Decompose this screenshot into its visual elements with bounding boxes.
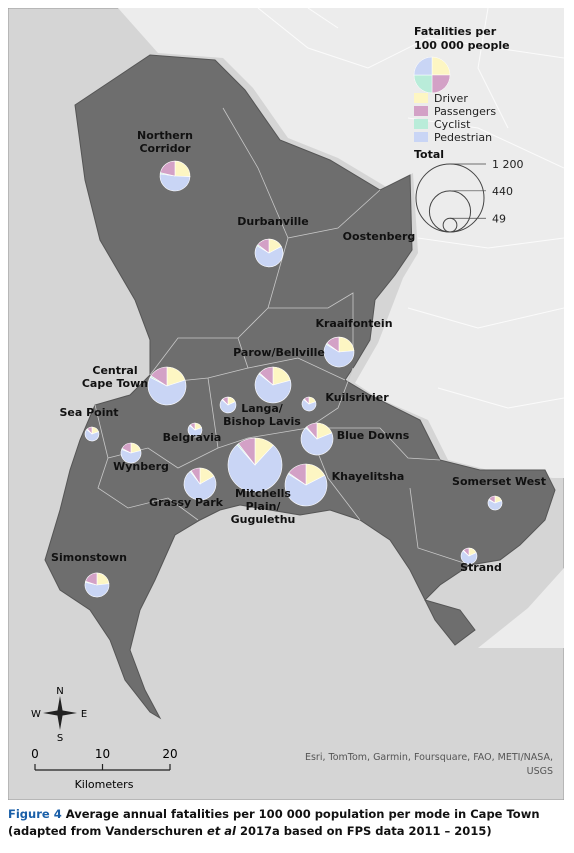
total-title: Total [414, 148, 444, 161]
region-label: Grassy Park [149, 496, 224, 509]
region-label: Gugulethu [231, 513, 296, 526]
region-label: Wynberg [113, 460, 169, 473]
region-label: Corridor [139, 142, 191, 155]
compass-e: E [81, 709, 87, 720]
pie-slice [121, 442, 132, 454]
compass: N S W E [31, 686, 87, 744]
pie-slice [183, 470, 217, 501]
region-label: Langa/ [241, 402, 284, 415]
pies [84, 160, 503, 598]
attribution: Esri, TomTom, Garmin, Foursquare, FAO, M… [305, 752, 553, 763]
legend-label: Driver [434, 92, 468, 105]
pie-slice [488, 495, 496, 504]
pie-slice [237, 437, 256, 466]
region-label: Somerset West [452, 475, 546, 488]
scale-bar: Kilometers 0 10 20 [31, 747, 177, 791]
pie-slice [120, 449, 142, 464]
pie-slice [326, 336, 340, 353]
region-label: Belgravia [163, 431, 222, 444]
region-label: Sea Point [59, 406, 118, 419]
legend-swatch [414, 119, 428, 129]
legend-label: Passengers [434, 105, 496, 118]
boundaries [94, 107, 471, 566]
pie-slice [301, 399, 317, 412]
scale-label: 10 [95, 747, 110, 761]
land [118, 8, 564, 478]
region-label: Oostenberg [343, 230, 416, 243]
legend-swatch [414, 93, 428, 103]
region-label: Cape Town [82, 377, 148, 390]
legend: Fatalities per 100 000 people Total Driv… [413, 25, 524, 233]
legend-swatch [414, 106, 428, 116]
region-label: Bishop Lavis [223, 415, 301, 428]
pie-slice [160, 160, 176, 177]
pie-slice [86, 426, 93, 435]
caption-text: Average annual fatalities per 100 000 po… [8, 807, 540, 838]
legend-label: Cyclist [434, 118, 471, 131]
scale-unit: Kilometers [75, 778, 134, 791]
region-label: Simonstown [51, 551, 127, 564]
scale-label: 0 [31, 747, 39, 761]
region-label: Kraaifontein [315, 317, 392, 330]
pie-slice [300, 427, 334, 456]
pie-slice [460, 550, 478, 565]
pie-slice [257, 238, 270, 254]
pie-slice [463, 547, 470, 557]
region-label: Parow/Bellville [233, 346, 325, 359]
pie-slice [222, 396, 229, 406]
pie-slice [303, 396, 310, 405]
scale-label: 20 [162, 747, 177, 761]
pie-slice [150, 366, 168, 387]
region-label: Durbanville [237, 215, 308, 228]
region-label: Blue Downs [337, 429, 410, 442]
map: Fatalities per 100 000 people Total Driv… [8, 8, 564, 800]
pie-slice [159, 173, 191, 192]
pie-slice [288, 463, 307, 486]
size-label: 440 [492, 185, 513, 198]
caption: Figure 4 Average annual fatalities per 1… [8, 806, 568, 840]
caption-text: 2017a based on FPS data 2011 – 2015) [235, 824, 492, 838]
pie-slice [259, 366, 274, 386]
pie-slice [84, 581, 110, 598]
pie-slice [190, 467, 201, 485]
land [478, 568, 564, 648]
pie-slice [227, 444, 283, 493]
legend-title: Fatalities per [414, 25, 497, 38]
pie-slice [84, 429, 100, 442]
pie-slice [284, 473, 328, 507]
region-label: Mitchells [235, 487, 291, 500]
region-label: Kuilsrivier [325, 391, 389, 404]
pie-slice [85, 572, 98, 586]
region-label: Central [92, 364, 137, 377]
compass-w: W [31, 709, 41, 720]
legend-title: 100 000 people [414, 39, 510, 52]
size-label: 49 [492, 212, 506, 225]
pie-slice [254, 245, 284, 268]
pie-slice [306, 422, 318, 440]
size-label: 1 200 [492, 158, 524, 171]
region-label: Strand [460, 561, 502, 574]
pie-slice [487, 499, 503, 511]
pie-slice [219, 399, 237, 414]
region-label: Plain/ [246, 500, 282, 513]
city [44, 54, 556, 720]
caption-italic: et al [206, 824, 236, 838]
legend-label: Pedestrian [434, 131, 492, 144]
compass-s: S [57, 733, 63, 744]
caption-label: Figure 4 [8, 807, 62, 821]
pie-slice [147, 376, 187, 406]
legend-pie-slice [413, 56, 433, 76]
legend-swatch [414, 132, 428, 142]
pie-slice [323, 343, 355, 368]
region-label: Northern [137, 129, 193, 142]
roads [257, 8, 564, 409]
attribution: USGS [527, 766, 553, 777]
pie-slice [187, 425, 203, 438]
region-label: Khayelitsha [332, 470, 405, 483]
compass-n: N [56, 686, 63, 697]
pie-slice [254, 373, 292, 404]
pie-slice [189, 422, 196, 431]
